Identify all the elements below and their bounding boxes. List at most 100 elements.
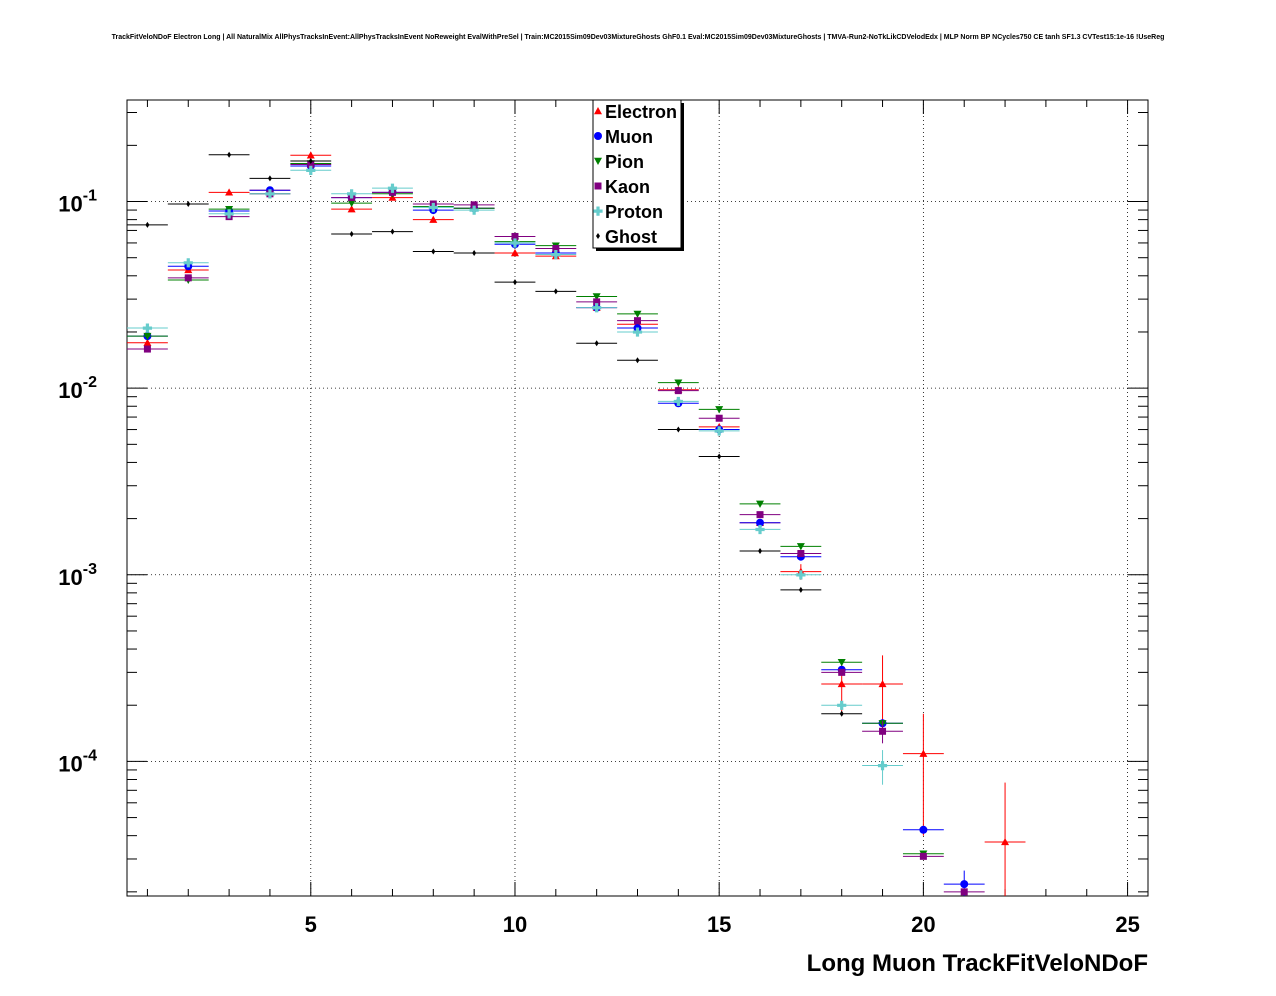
data-point <box>960 888 968 896</box>
data-point <box>758 548 763 555</box>
data-point <box>837 700 847 710</box>
data-point <box>306 151 315 159</box>
data-point <box>919 852 927 860</box>
data-point <box>183 258 193 268</box>
data-point <box>511 232 519 240</box>
data-point <box>390 228 395 235</box>
y-tick-label: 10-3 <box>58 561 97 590</box>
data-point <box>674 387 682 395</box>
data-point <box>594 157 602 165</box>
grid <box>127 100 1148 896</box>
data-point <box>143 332 152 341</box>
data-point <box>347 189 357 199</box>
legend-entry: Ghost <box>596 227 657 247</box>
data-point <box>431 248 436 255</box>
data-point <box>676 426 681 433</box>
data-point <box>715 406 724 414</box>
data-point <box>510 248 519 257</box>
data-point <box>387 183 398 193</box>
legend-entry: Electron <box>594 102 677 122</box>
data-point <box>429 215 438 223</box>
data-point <box>225 188 234 196</box>
x-tick-label: 15 <box>707 912 731 937</box>
data-point <box>1001 837 1010 846</box>
data-point <box>512 279 517 286</box>
data-point <box>594 132 602 140</box>
legend-label: Ghost <box>605 227 657 247</box>
data-point <box>837 659 846 667</box>
data-point <box>634 317 641 325</box>
data-point <box>551 250 561 260</box>
series-kaon <box>127 160 985 896</box>
data-point <box>224 209 234 219</box>
data-point <box>635 357 640 364</box>
data-point <box>470 201 478 209</box>
legend-label: Electron <box>605 102 677 122</box>
legend-entry: Kaon <box>594 177 650 197</box>
data-point <box>837 679 846 688</box>
data-point <box>184 274 192 282</box>
data-point <box>472 249 477 256</box>
data-point <box>592 303 602 313</box>
data-point <box>798 586 803 593</box>
series-muon <box>127 162 985 896</box>
series-proton <box>127 165 903 785</box>
data-point <box>349 230 354 237</box>
legend-entry: Proton <box>593 202 663 222</box>
x-tick-label: 10 <box>503 912 527 937</box>
legend-entry: Pion <box>594 152 644 172</box>
legend-entry: Muon <box>594 127 653 147</box>
data-point <box>469 205 479 215</box>
data-point <box>878 679 887 688</box>
data-point <box>553 288 558 295</box>
data-point <box>717 453 722 460</box>
data-point <box>227 151 232 158</box>
data-point <box>756 511 764 519</box>
data-point <box>267 175 272 182</box>
legend-label: Kaon <box>605 177 650 197</box>
data-point <box>594 182 602 190</box>
data-point <box>796 570 806 580</box>
series-ghost <box>127 151 863 717</box>
series-electron <box>127 151 1026 896</box>
data-point <box>879 727 887 735</box>
data-point <box>510 238 520 248</box>
data-point <box>143 338 152 347</box>
data-point <box>308 157 313 164</box>
data-point <box>839 710 844 717</box>
plot-title: TrackFitVeloNDoF Electron Long | All Nat… <box>111 34 1165 41</box>
data-point <box>756 500 765 508</box>
data-point <box>633 310 642 318</box>
data-point <box>919 825 928 834</box>
data-point <box>756 518 765 527</box>
data-point <box>186 201 191 208</box>
legend-label: Muon <box>605 127 653 147</box>
data-point <box>919 749 928 757</box>
data-point <box>960 880 969 889</box>
data-point <box>796 543 805 551</box>
data-point <box>632 327 643 337</box>
data-point <box>347 205 356 213</box>
x-axis-title: Long Muon TrackFitVeloNDoF <box>807 950 1148 977</box>
data-point <box>143 345 151 353</box>
data-point <box>594 340 599 347</box>
data-point <box>714 426 724 436</box>
data-point <box>142 323 153 333</box>
x-tick-label: 20 <box>911 912 935 937</box>
data-point <box>877 761 888 771</box>
data-point <box>306 165 316 176</box>
data-point <box>715 414 723 422</box>
data-point <box>755 524 765 535</box>
data-point <box>797 550 805 558</box>
y-tick-label: 10-1 <box>58 188 97 217</box>
data-point <box>593 298 601 306</box>
data-point <box>838 668 846 676</box>
x-tick-label: 25 <box>1115 912 1139 937</box>
data-point <box>593 206 603 216</box>
data-point <box>307 160 315 168</box>
y-tick-label: 10-2 <box>58 374 97 403</box>
data-point <box>552 245 560 253</box>
data-point <box>596 233 600 239</box>
series-pion <box>127 160 944 858</box>
